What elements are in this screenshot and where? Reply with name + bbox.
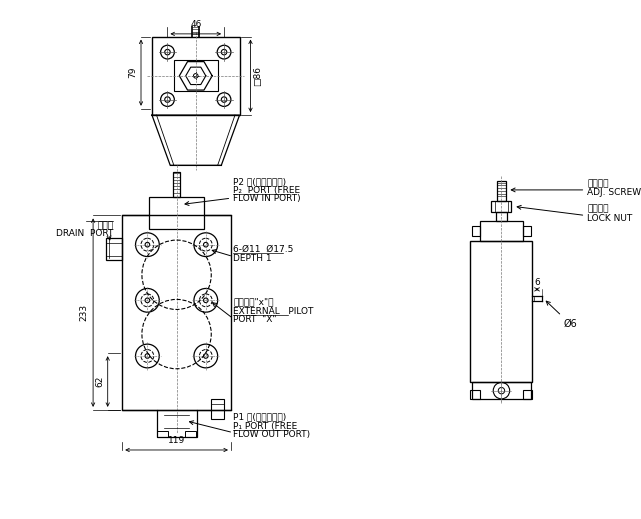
Text: FLOW OUT PORT): FLOW OUT PORT) xyxy=(233,430,310,439)
Bar xyxy=(479,221,523,241)
Text: 233: 233 xyxy=(79,304,88,321)
Text: 79: 79 xyxy=(128,67,137,78)
Bar xyxy=(472,383,531,399)
Text: ADJ. SCREW: ADJ. SCREW xyxy=(587,188,641,197)
Bar xyxy=(156,410,197,437)
Text: 調節螺絲: 調節螺絲 xyxy=(587,179,609,188)
Text: 固定螺帽: 固定螺帽 xyxy=(587,204,609,213)
Text: DRAIN  PORT: DRAIN PORT xyxy=(56,229,113,238)
Bar xyxy=(492,201,512,212)
Bar xyxy=(149,197,204,229)
Text: P₂  PORT (FREE: P₂ PORT (FREE xyxy=(233,186,300,195)
Text: FLOW IN PORT): FLOW IN PORT) xyxy=(233,195,301,203)
Text: EXTERNAL   PILOT: EXTERNAL PILOT xyxy=(233,307,313,316)
Text: P1 口(自由流出口): P1 口(自由流出口) xyxy=(233,413,287,421)
Text: 6: 6 xyxy=(534,278,540,286)
Text: 溩流口: 溩流口 xyxy=(97,221,113,230)
Text: LOCK NUT: LOCK NUT xyxy=(587,214,633,223)
Text: □86: □86 xyxy=(253,66,262,86)
Text: Ø6: Ø6 xyxy=(563,319,578,329)
Text: PORT  "X": PORT "X" xyxy=(233,315,277,324)
Bar xyxy=(185,431,196,437)
Bar xyxy=(470,390,479,399)
Bar xyxy=(212,399,224,419)
Text: 46: 46 xyxy=(190,20,201,29)
Text: P2 口(自由流入口): P2 口(自由流入口) xyxy=(233,177,287,186)
Bar xyxy=(106,238,122,260)
Bar xyxy=(122,215,231,410)
Bar xyxy=(523,226,531,236)
Text: 外部引導"x"口: 外部引導"x"口 xyxy=(233,297,274,307)
Bar xyxy=(173,172,180,197)
Bar xyxy=(523,390,533,399)
Text: DEPTH 1: DEPTH 1 xyxy=(233,254,272,263)
Bar xyxy=(470,241,533,383)
Bar xyxy=(152,37,240,115)
Bar xyxy=(158,431,169,437)
Bar xyxy=(174,60,218,91)
Bar xyxy=(497,181,506,201)
Text: 119: 119 xyxy=(168,435,185,444)
Bar xyxy=(496,212,507,221)
Text: 62: 62 xyxy=(95,376,104,387)
Text: 6-Ø11  Ø17.5: 6-Ø11 Ø17.5 xyxy=(233,244,294,254)
Text: P₁ PORT (FREE: P₁ PORT (FREE xyxy=(233,422,297,431)
Bar xyxy=(472,226,479,236)
